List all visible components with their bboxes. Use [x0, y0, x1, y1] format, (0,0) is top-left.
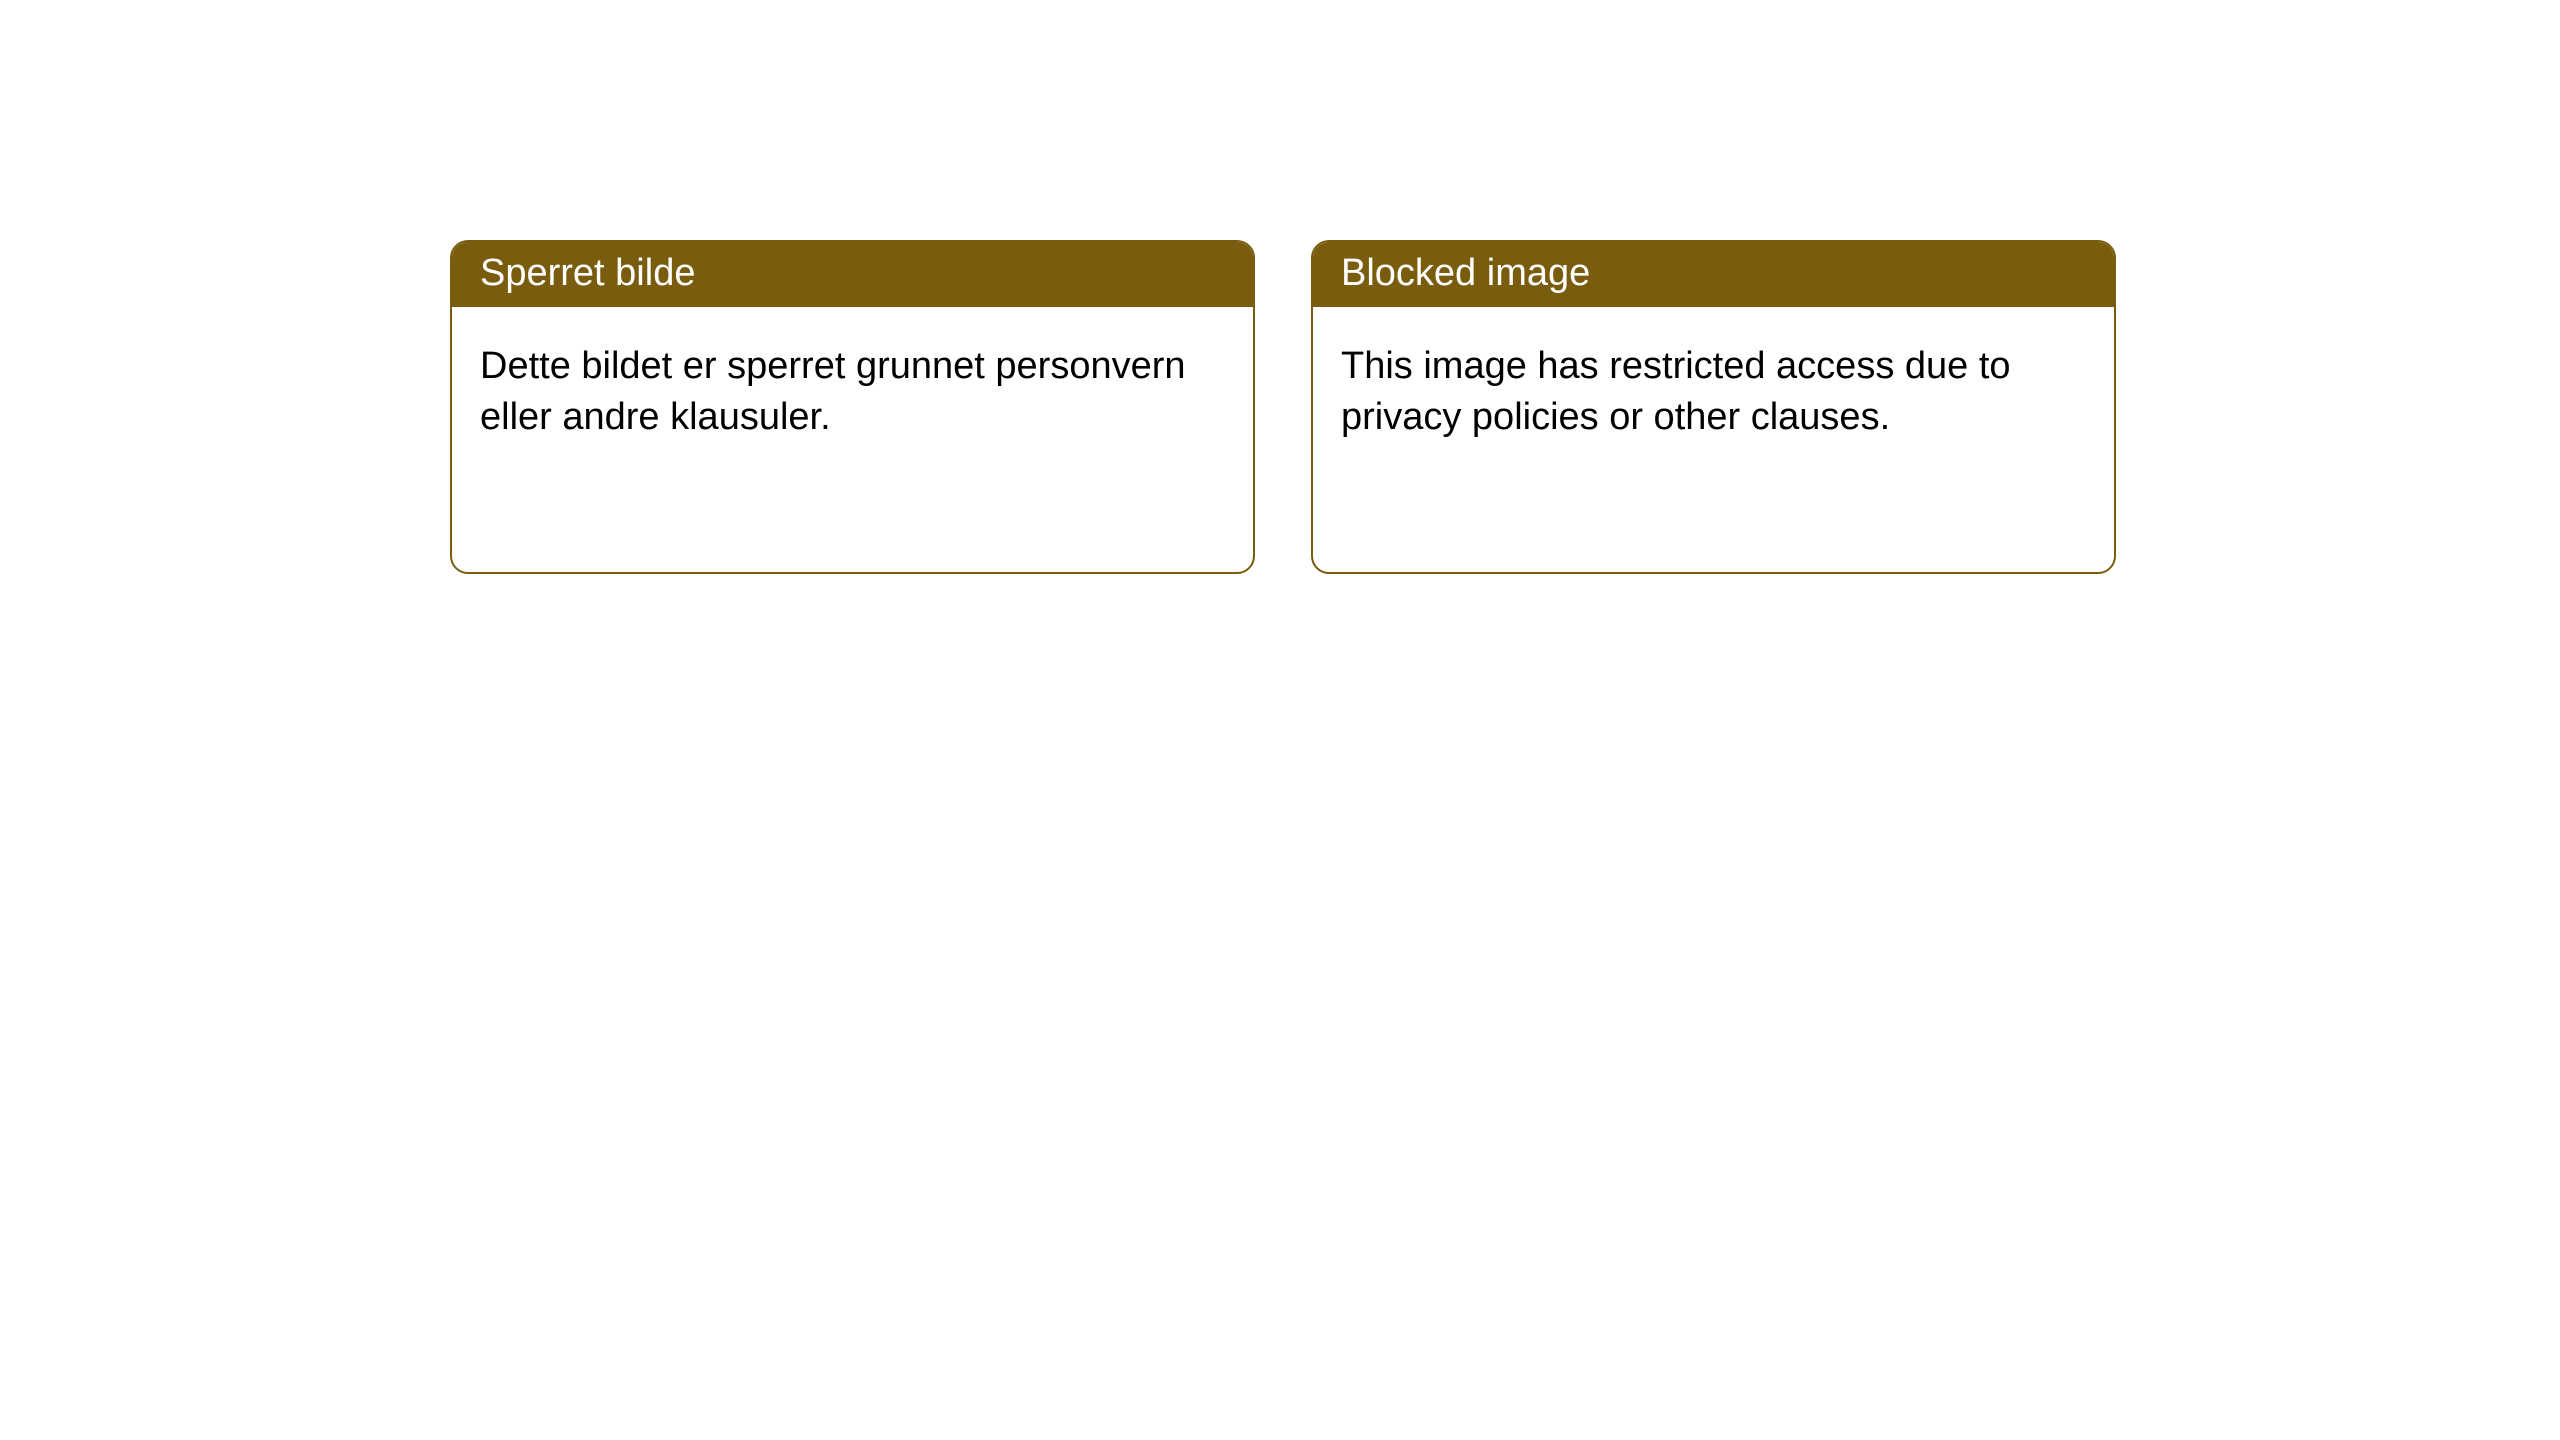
- notice-container: Sperret bilde Dette bildet er sperret gr…: [0, 0, 2560, 574]
- notice-title-english: Blocked image: [1313, 242, 2114, 307]
- notice-card-norwegian: Sperret bilde Dette bildet er sperret gr…: [450, 240, 1255, 574]
- notice-body-norwegian: Dette bildet er sperret grunnet personve…: [452, 307, 1253, 478]
- notice-card-english: Blocked image This image has restricted …: [1311, 240, 2116, 574]
- notice-title-norwegian: Sperret bilde: [452, 242, 1253, 307]
- notice-body-english: This image has restricted access due to …: [1313, 307, 2114, 478]
